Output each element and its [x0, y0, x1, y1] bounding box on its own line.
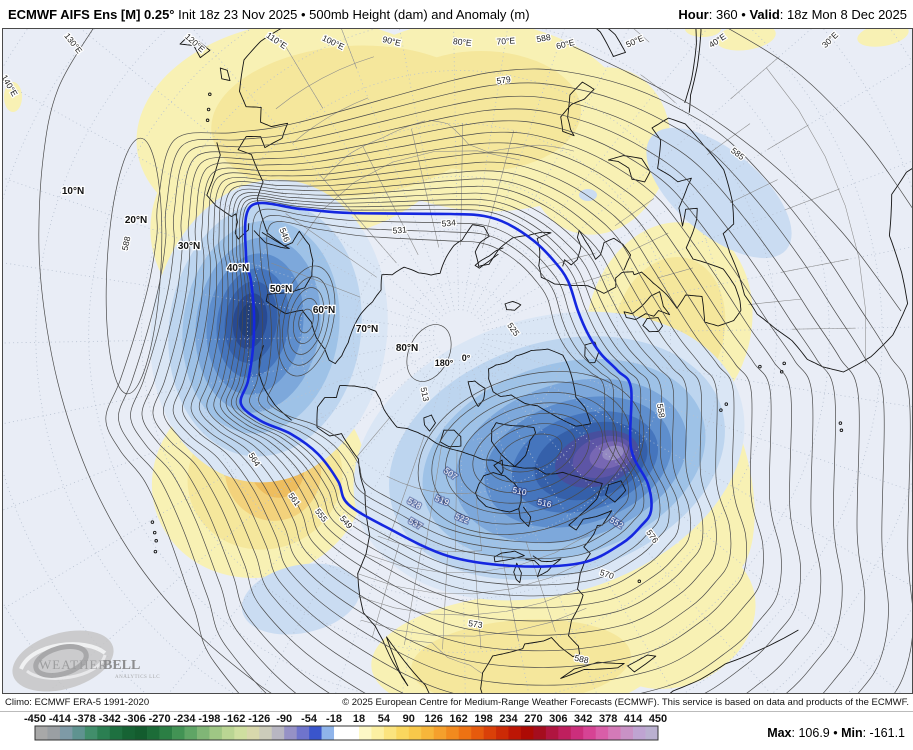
- svg-text:-162: -162: [223, 713, 245, 725]
- hour-label: Hour: [678, 7, 709, 22]
- svg-text:378: 378: [599, 713, 617, 725]
- svg-text:80°N: 80°N: [396, 343, 418, 354]
- coastlines: [150, 29, 912, 693]
- svg-text:BELL: BELL: [103, 658, 140, 673]
- valid-value: : 18z Mon 8 Dec 2025: [779, 7, 907, 22]
- svg-text:54: 54: [378, 713, 391, 725]
- model-name: ECMWF AIFS Ens [M] 0.25°: [8, 7, 175, 22]
- svg-text:534: 534: [441, 217, 456, 228]
- svg-text:198: 198: [474, 713, 492, 725]
- colorbar-segments: [34, 725, 659, 741]
- svg-text:-414: -414: [49, 713, 72, 725]
- svg-text:579: 579: [496, 74, 512, 86]
- svg-text:270: 270: [524, 713, 542, 725]
- svg-text:40°N: 40°N: [227, 263, 249, 274]
- svg-text:573: 573: [468, 618, 484, 630]
- svg-text:414: 414: [624, 713, 643, 725]
- svg-text:30°N: 30°N: [178, 241, 200, 252]
- svg-text:20°N: 20°N: [125, 215, 147, 226]
- svg-text:126: 126: [425, 713, 443, 725]
- svg-text:-126: -126: [248, 713, 270, 725]
- footer-bar: Climo: ECMWF ERA-5 1991-2020 © 2025 Euro…: [0, 694, 913, 711]
- valid-label: Valid: [749, 7, 780, 22]
- svg-text:180°: 180°: [435, 358, 454, 368]
- svg-text:70°E: 70°E: [496, 35, 516, 46]
- min-label: Min: [841, 726, 863, 740]
- svg-text:516: 516: [537, 497, 553, 510]
- graticule: [3, 29, 912, 693]
- svg-text:162: 162: [449, 713, 467, 725]
- svg-text:-234: -234: [173, 713, 196, 725]
- header-bar: ECMWF AIFS Ens [M] 0.25° Init 18z 23 Nov…: [0, 0, 913, 28]
- colorbar-tick-labels: -450 -414 -378 -342 -306 -270 -234 -198 -162 -126…: [24, 713, 667, 725]
- climo-note: Climo: ECMWF ERA-5 1991-2020: [5, 697, 150, 708]
- height-contours: [38, 29, 912, 693]
- map-canvas: 588 546 531 534 579 588 585 525 513 507 510 516 519 5…: [2, 28, 913, 694]
- svg-text:531: 531: [392, 224, 407, 235]
- svg-text:588: 588: [574, 653, 590, 666]
- svg-text:-378: -378: [74, 713, 96, 725]
- svg-text:60°N: 60°N: [313, 305, 335, 316]
- admin-borders: [271, 29, 866, 675]
- svg-text:558: 558: [655, 403, 667, 419]
- max-min-stats: Max: 106.9 • Min: -161.1: [767, 726, 905, 740]
- svg-text:0°: 0°: [462, 353, 471, 363]
- svg-text:510: 510: [512, 485, 528, 498]
- svg-text:90: 90: [403, 713, 415, 725]
- svg-text:-450: -450: [24, 713, 46, 725]
- svg-text:-90: -90: [276, 713, 292, 725]
- init-and-parameter: Init 18z 23 Nov 2025 • 500mb Height (dam…: [178, 7, 530, 22]
- svg-text:-306: -306: [124, 713, 146, 725]
- svg-text:513: 513: [419, 386, 432, 402]
- hour-value: : 360: [708, 7, 738, 22]
- separator-dot: •: [737, 7, 750, 22]
- svg-text:342: 342: [574, 713, 592, 725]
- svg-text:10°N: 10°N: [62, 186, 84, 197]
- svg-text:-54: -54: [301, 713, 318, 725]
- colorbar: -450 -414 -378 -342 -306 -270 -234 -198 -162 -126…: [24, 713, 667, 741]
- svg-text:-18: -18: [326, 713, 342, 725]
- svg-text:ANALYTICS LLC: ANALYTICS LLC: [115, 675, 160, 680]
- map-title: ECMWF AIFS Ens [M] 0.25° Init 18z 23 Nov…: [8, 7, 530, 22]
- svg-text:588: 588: [536, 32, 552, 44]
- min-value: : -161.1: [862, 726, 905, 740]
- svg-text:588: 588: [120, 235, 133, 251]
- svg-text:WEATHER: WEATHER: [39, 657, 108, 672]
- svg-text:18: 18: [353, 713, 365, 725]
- svg-text:-342: -342: [99, 713, 121, 725]
- thick-blue-contour: [239, 201, 653, 568]
- svg-text:306: 306: [549, 713, 567, 725]
- footer-divider: [0, 711, 913, 712]
- svg-text:70°N: 70°N: [356, 324, 378, 335]
- max-label: Max: [767, 726, 792, 740]
- max-value: : 106.9: [791, 726, 830, 740]
- copyright-note: © 2025 European Centre for Medium-Range …: [342, 697, 909, 708]
- svg-text:-198: -198: [198, 713, 220, 725]
- valid-time: Hour: 360 • Valid: 18z Mon 8 Dec 2025: [678, 7, 907, 22]
- svg-text:-270: -270: [149, 713, 171, 725]
- svg-text:234: 234: [499, 713, 518, 725]
- svg-text:80°E: 80°E: [453, 36, 473, 48]
- svg-text:450: 450: [649, 713, 667, 725]
- stats-separator: •: [829, 726, 842, 740]
- svg-text:50°N: 50°N: [270, 284, 292, 295]
